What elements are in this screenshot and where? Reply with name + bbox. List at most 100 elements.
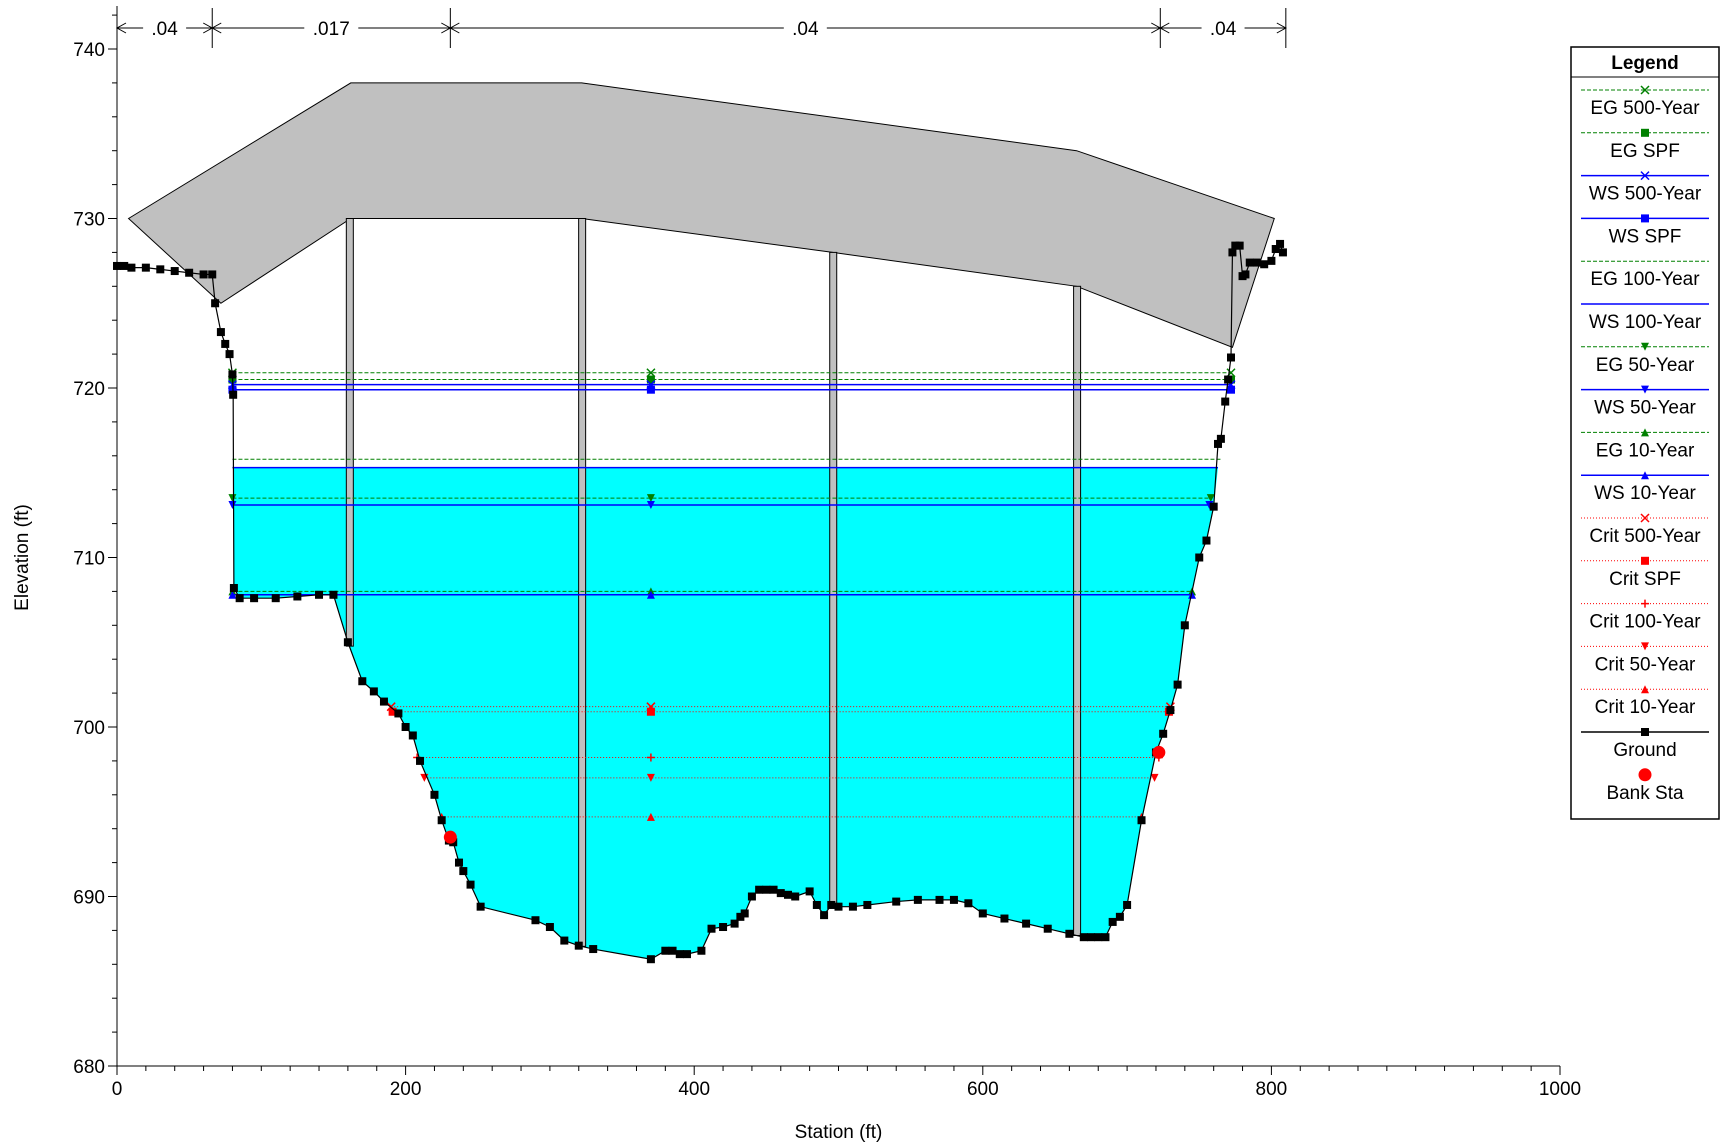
ground-point xyxy=(747,892,756,901)
ground-point xyxy=(1224,375,1233,384)
ground-point xyxy=(545,923,554,932)
ground-point xyxy=(1022,919,1031,928)
profile-marker xyxy=(228,494,237,503)
ground-point xyxy=(863,900,872,909)
ground-point xyxy=(466,880,475,889)
ground-point xyxy=(1231,241,1240,250)
bridge-pier xyxy=(345,218,354,647)
manning-arrow-head xyxy=(211,22,222,34)
manning-value-label: .04 xyxy=(792,19,819,40)
ground-point xyxy=(401,723,410,731)
x-tick-label: 400 xyxy=(678,1079,710,1100)
profile-marker xyxy=(646,385,655,394)
ground-point xyxy=(1216,434,1225,443)
profile-marker xyxy=(646,375,655,384)
ground-point xyxy=(1115,912,1124,921)
ground-point xyxy=(675,950,684,959)
legend-label: EG SPF xyxy=(1610,141,1680,162)
ground-point xyxy=(343,638,352,647)
ground-point xyxy=(783,890,792,899)
ground-point xyxy=(1123,900,1132,909)
ground-point xyxy=(776,889,785,898)
ground-point xyxy=(755,885,764,894)
manning-value-label: .04 xyxy=(1210,19,1237,40)
y-tick-label: 710 xyxy=(73,549,105,570)
ground-point xyxy=(199,270,208,279)
ground-point xyxy=(812,900,821,909)
ground-point xyxy=(1202,536,1211,545)
manning-arrow-head xyxy=(1276,22,1287,34)
legend-label: Crit 10-Year xyxy=(1595,697,1696,718)
ground-point xyxy=(225,350,234,359)
ground-point xyxy=(1214,439,1223,448)
legend-marker xyxy=(1641,556,1649,565)
y-tick-label: 700 xyxy=(73,718,105,739)
profile-marker xyxy=(646,590,655,599)
ground-point xyxy=(1065,929,1074,938)
profile-marker xyxy=(646,500,655,509)
ground-point xyxy=(293,592,302,601)
ground-point xyxy=(1180,621,1189,630)
ground-point xyxy=(719,923,728,932)
ground-point xyxy=(1228,248,1237,257)
ground-point xyxy=(476,902,485,911)
water-fill xyxy=(232,467,1219,960)
ground-point xyxy=(1000,914,1009,923)
legend-marker xyxy=(1640,85,1650,95)
x-tick-label: 600 xyxy=(967,1079,999,1100)
ground-point xyxy=(1276,239,1285,248)
legend-label: EG 500-Year xyxy=(1590,98,1700,119)
profile-marker xyxy=(646,368,656,378)
profile-marker xyxy=(228,590,237,599)
ground-point xyxy=(730,919,739,928)
x-tick-label: 0 xyxy=(112,1079,123,1100)
legend-label: WS SPF xyxy=(1609,226,1682,247)
ground-point xyxy=(358,677,367,686)
manning-value-label: .017 xyxy=(313,19,350,40)
ground-point xyxy=(329,590,338,599)
bridge-deck xyxy=(127,82,1275,348)
ground-point xyxy=(228,370,237,379)
ground-point xyxy=(127,263,136,272)
legend-label: WS 10-Year xyxy=(1594,483,1696,504)
ground-point xyxy=(1278,248,1287,257)
ground-point xyxy=(574,941,583,950)
legend-marker xyxy=(1640,513,1650,523)
profile-marker xyxy=(388,707,397,716)
manning-arrow-head xyxy=(115,22,127,34)
bridge-pier xyxy=(1073,285,1082,936)
ground-point xyxy=(229,390,238,399)
y-axis-title: Elevation (ft) xyxy=(12,504,33,611)
ground-point xyxy=(454,858,463,867)
ground-point xyxy=(1271,245,1280,254)
ground-point xyxy=(250,594,259,603)
ground-point xyxy=(1260,260,1269,269)
ground-point xyxy=(1087,933,1096,942)
ground-point xyxy=(235,594,244,603)
ground-point xyxy=(315,590,324,599)
manning-arrow-head xyxy=(1159,22,1170,34)
ground-point xyxy=(707,924,716,933)
ground-point xyxy=(379,697,388,706)
ground-point xyxy=(740,909,749,918)
profile-marker xyxy=(646,812,655,821)
profile-marker xyxy=(646,753,655,762)
ground-point xyxy=(646,955,655,964)
bank-station-marker xyxy=(1152,745,1166,759)
ground-point xyxy=(1101,933,1110,942)
ground-point xyxy=(208,270,217,279)
ground-point xyxy=(531,916,540,925)
ground-point xyxy=(668,946,677,955)
ground-point xyxy=(661,946,670,955)
x-tick-label: 800 xyxy=(1256,1079,1288,1100)
ground-point xyxy=(408,731,417,740)
ground-point xyxy=(1209,502,1218,511)
legend-marker xyxy=(1641,128,1649,137)
legend-label: Ground xyxy=(1613,740,1676,761)
ground-point xyxy=(935,895,944,904)
legend-marker xyxy=(1641,342,1649,351)
legend-label: EG 100-Year xyxy=(1590,269,1700,290)
profile-marker xyxy=(1226,385,1235,394)
ground-point xyxy=(1094,933,1103,942)
ground-point xyxy=(1159,729,1168,738)
